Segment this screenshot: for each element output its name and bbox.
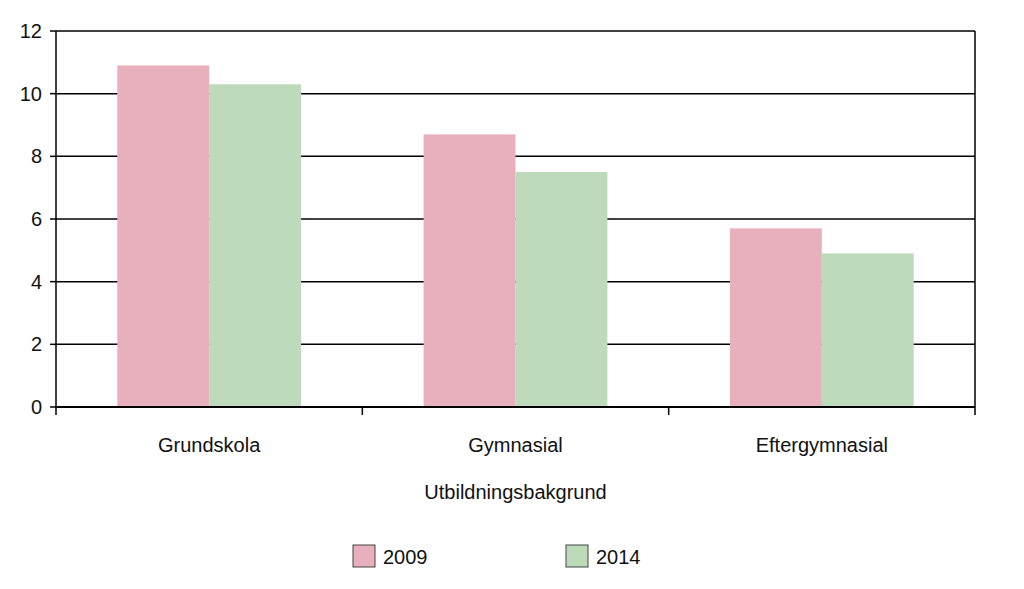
y-tick-label: 8: [31, 145, 42, 167]
y-tick-label: 12: [20, 20, 42, 42]
bar: [730, 228, 822, 407]
y-tick: [50, 218, 56, 220]
x-tick-label: Gymnasial: [468, 434, 562, 456]
y-axis: [55, 31, 57, 407]
legend: 2009 2014: [353, 545, 641, 568]
x-tick-label: Grundskola: [158, 434, 261, 456]
bar: [822, 253, 914, 407]
grid-line: [56, 30, 975, 32]
x-tick: [974, 407, 976, 415]
legend-label: 2009: [383, 546, 428, 568]
y-tick-label: 0: [31, 396, 42, 418]
y-tick: [50, 93, 56, 95]
x-tick: [55, 407, 57, 415]
chart: 0 2 4 6 8 10 12 Grundskola Gymnasial Eftergymnasi…: [0, 0, 1024, 589]
x-axis: [56, 406, 975, 408]
y-tick-label: 2: [31, 333, 42, 355]
bar: [209, 84, 301, 407]
legend-label: 2014: [596, 546, 641, 568]
y-tick: [50, 406, 56, 408]
y-tick-label: 4: [31, 271, 42, 293]
x-tick-label: Eftergymnasial: [756, 434, 888, 456]
y-tick-label: 6: [31, 208, 42, 230]
y-tick: [50, 156, 56, 158]
y-tick: [50, 30, 56, 32]
legend-swatch: [353, 545, 375, 567]
bar: [424, 134, 516, 407]
y-tick: [50, 281, 56, 283]
y-tick: [50, 344, 56, 346]
legend-swatch: [566, 545, 588, 567]
y-tick-label: 10: [20, 83, 42, 105]
bar: [516, 172, 608, 407]
x-axis-label: Utbildningsbakgrund: [424, 481, 606, 503]
x-tick: [668, 407, 670, 415]
bar: [117, 65, 209, 407]
x-tick: [362, 407, 364, 415]
frame-right: [974, 31, 976, 407]
grid-line: [56, 406, 975, 408]
